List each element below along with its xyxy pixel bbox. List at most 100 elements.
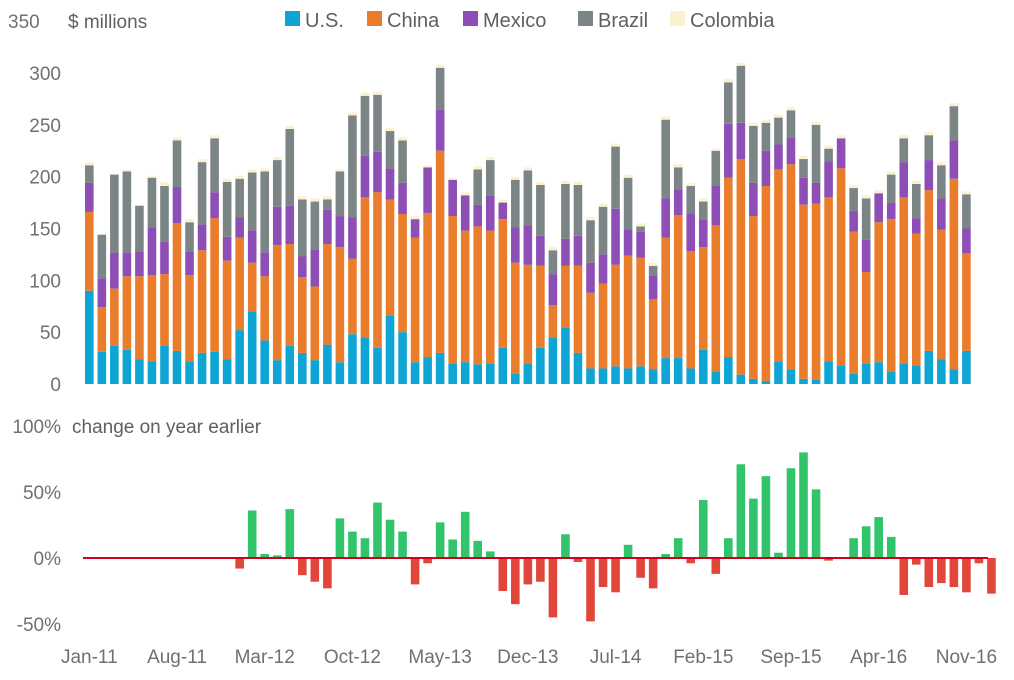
bar-brazil-sep-16	[937, 165, 946, 199]
change-bar-nov-15	[811, 489, 821, 558]
bar-mexico-jan-14	[536, 235, 545, 266]
bar-mexico-feb-14	[548, 274, 558, 306]
bar-china-mar-11	[110, 288, 119, 346]
bar-brazil-mar-14	[561, 183, 570, 239]
bar-china-feb-16	[849, 231, 858, 374]
bar-mexico-oct-15	[799, 177, 808, 205]
bar-china-jan-13	[385, 199, 395, 316]
bar-mexico-apr-12	[272, 206, 282, 246]
bar-china-jan-15	[686, 251, 696, 369]
bar-colombia-sep-16	[937, 162, 946, 166]
bar-mexico-may-14	[586, 262, 595, 293]
bar-u-s-apr-16	[874, 362, 883, 384]
bar-china-oct-15	[799, 204, 808, 379]
bar-colombia-jan-15	[686, 182, 696, 186]
legend-item-china: China	[367, 10, 440, 32]
change-bar-mar-15	[711, 558, 721, 574]
bar-u-s-jan-16	[836, 365, 846, 384]
bar-mexico-sep-15	[786, 137, 796, 165]
bar-brazil-mar-15	[711, 150, 721, 186]
bar-colombia-jan-12	[235, 175, 244, 179]
bar-colombia-mar-16	[861, 195, 871, 199]
bottom-y-tick-50: 50%	[23, 483, 61, 504]
bar-mexico-mar-12	[260, 252, 270, 277]
change-bar-apr-15	[724, 538, 733, 558]
legend-item-colombia: Colombia	[670, 10, 775, 32]
bar-u-s-jul-12	[310, 360, 320, 384]
bar-mexico-dec-12	[373, 151, 382, 193]
bar-colombia-jan-16	[836, 135, 846, 139]
bar-colombia-jul-15	[761, 119, 771, 123]
bar-colombia-apr-14	[573, 181, 583, 185]
bar-china-dec-11	[222, 260, 232, 360]
bar-mexico-apr-13	[423, 167, 432, 213]
change-bar-dec-12	[373, 502, 382, 558]
bar-colombia-dec-13	[523, 167, 533, 171]
bar-china-oct-14	[648, 298, 658, 370]
bar-u-s-jul-16	[911, 365, 921, 384]
change-bar-oct-15	[799, 452, 808, 558]
bar-mexico-apr-14	[573, 235, 583, 266]
bar-china-jan-11	[85, 211, 94, 291]
bar-u-s-nov-11	[210, 351, 219, 384]
bar-china-may-12	[285, 244, 295, 346]
bar-mexico-aug-14	[623, 229, 633, 256]
bar-colombia-feb-16	[849, 184, 858, 189]
bar-u-s-feb-11	[97, 351, 107, 384]
bar-u-s-mar-13	[410, 362, 420, 384]
bar-china-jul-16	[911, 233, 921, 366]
bar-colombia-may-14	[586, 217, 595, 221]
bar-mexico-jun-14	[598, 254, 608, 284]
bar-brazil-dec-13	[523, 170, 533, 226]
bar-u-s-nov-12	[360, 337, 370, 384]
bar-mexico-aug-15	[774, 144, 783, 170]
bar-colombia-jul-14	[611, 143, 620, 147]
change-bar-aug-15	[774, 552, 783, 558]
bar-mexico-feb-13	[398, 182, 407, 214]
change-bar-jul-12	[310, 558, 320, 582]
bar-mexico-may-13	[435, 109, 445, 151]
bar-mexico-jun-12	[298, 256, 307, 278]
bar-colombia-oct-15	[799, 155, 808, 160]
bar-brazil-mar-11	[110, 174, 119, 253]
bar-u-s-feb-13	[398, 332, 407, 384]
bar-mexico-nov-11	[210, 192, 219, 219]
bar-mexico-aug-11	[172, 187, 182, 224]
bar-china-nov-11	[210, 218, 219, 352]
bar-mexico-oct-11	[197, 224, 207, 251]
bar-u-s-jan-12	[235, 330, 244, 384]
bar-china-dec-15	[824, 197, 833, 362]
bar-colombia-oct-12	[348, 112, 357, 116]
bar-brazil-oct-15	[799, 159, 808, 178]
bar-brazil-aug-15	[774, 117, 783, 145]
bar-colombia-aug-13	[473, 166, 483, 170]
bar-colombia-sep-15	[786, 107, 796, 111]
legend-label-china: China	[387, 10, 440, 32]
bar-colombia-apr-16	[874, 190, 883, 194]
bar-china-sep-11	[185, 275, 194, 362]
bar-china-jun-14	[598, 283, 608, 369]
bar-china-aug-11	[172, 223, 182, 351]
bar-brazil-mar-16	[861, 198, 871, 240]
bar-brazil-aug-12	[323, 199, 332, 210]
bar-colombia-jul-12	[310, 198, 320, 202]
bar-brazil-may-16	[886, 174, 896, 203]
bar-china-jun-11	[147, 275, 157, 362]
bar-u-s-aug-12	[323, 344, 332, 384]
x-tick-nov-16: Nov-16	[936, 647, 997, 668]
change-bar-apr-16	[874, 517, 883, 558]
bar-china-jun-16	[899, 197, 909, 364]
bar-u-s-aug-13	[473, 364, 483, 384]
bar-u-s-aug-14	[623, 368, 633, 384]
bar-colombia-feb-15	[698, 198, 708, 202]
legend-item-u-s: U.S.	[285, 10, 344, 32]
bar-mexico-mar-14	[561, 238, 570, 266]
bottom-y-axis-ticks: 100% 50% 0% -50%	[12, 417, 61, 636]
top-y-tick-0: 0	[50, 375, 61, 396]
top-y-tick-50: 50	[40, 323, 61, 344]
bar-china-nov-14	[661, 237, 670, 359]
bar-u-s-may-15	[736, 374, 746, 384]
bar-u-s-apr-13	[423, 357, 432, 384]
bar-china-may-13	[435, 150, 445, 353]
bar-brazil-feb-15	[698, 201, 708, 220]
